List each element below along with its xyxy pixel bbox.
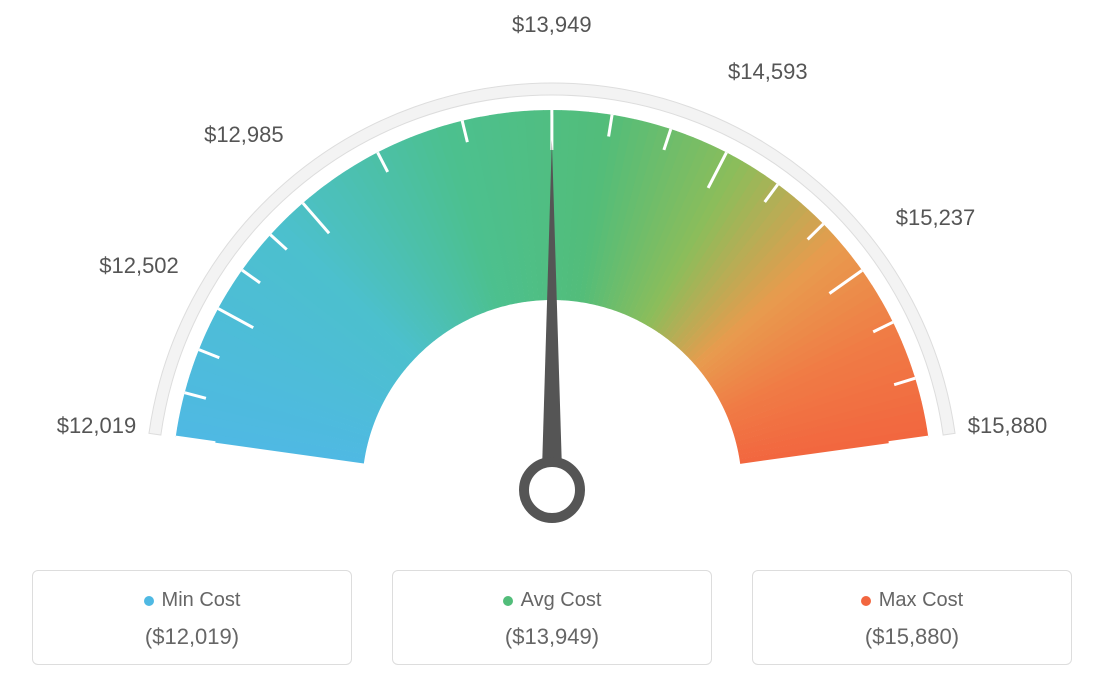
legend-dot-max	[861, 596, 871, 606]
legend-dot-avg	[503, 596, 513, 606]
gauge-tick-label: $13,949	[512, 12, 592, 38]
gauge-tick-label: $12,502	[99, 253, 179, 279]
legend-title-max-text: Max Cost	[879, 589, 963, 611]
legend-title-min: Min Cost	[43, 589, 341, 612]
legend-title-max: Max Cost	[763, 589, 1061, 612]
gauge-area: $12,019 $12,502 $12,985 $13,949 $14,593 $15,2…	[0, 0, 1104, 540]
legend-title-min-text: Min Cost	[162, 589, 241, 611]
cost-gauge-infographic: $12,019 $12,502 $12,985 $13,949 $14,593 $15,2…	[0, 0, 1104, 690]
legend-value-max: ($15,880)	[763, 624, 1061, 650]
gauge-tick-label: $14,593	[728, 59, 808, 85]
gauge-tick-label: $12,019	[57, 413, 137, 439]
legend-card-min: Min Cost ($12,019)	[32, 570, 352, 665]
legend-title-avg-text: Avg Cost	[521, 589, 602, 611]
legend-card-avg: Avg Cost ($13,949)	[392, 570, 712, 665]
gauge-tick-label: $15,880	[968, 413, 1048, 439]
legend-title-avg: Avg Cost	[403, 589, 701, 612]
legend-value-avg: ($13,949)	[403, 624, 701, 650]
legend-row: Min Cost ($12,019) Avg Cost ($13,949) Ma…	[0, 570, 1104, 665]
legend-value-min: ($12,019)	[43, 624, 341, 650]
legend-card-max: Max Cost ($15,880)	[752, 570, 1072, 665]
gauge-tick-label: $15,237	[896, 205, 976, 231]
legend-dot-min	[144, 596, 154, 606]
gauge-tick-label: $12,985	[204, 122, 284, 148]
